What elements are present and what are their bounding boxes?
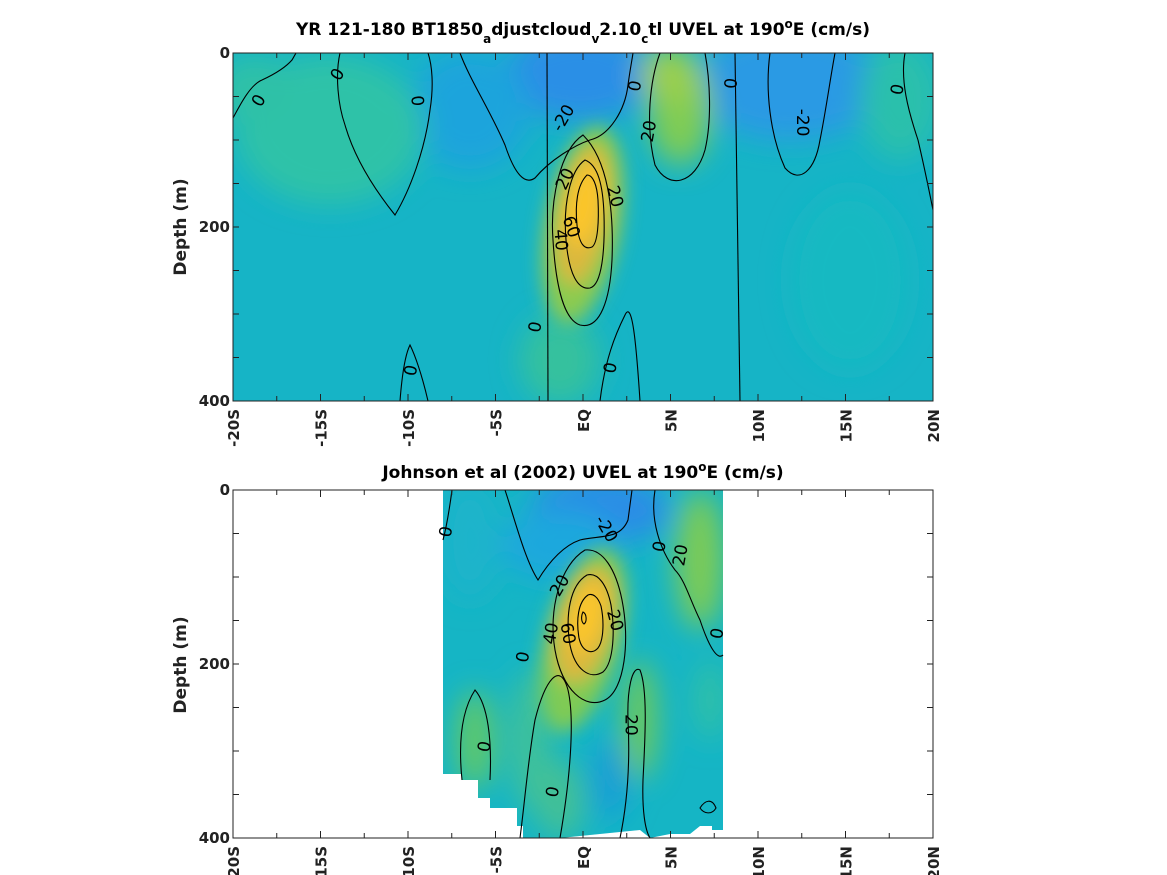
bottom-x-tick-label: EQ — [575, 846, 593, 869]
top-x-tick-label: 15N — [838, 409, 856, 442]
top-panel: YR 121-180 BT1850adjustcloudv2.10ctl UVE… — [171, 17, 943, 447]
top-contour-label: -20 — [792, 109, 812, 137]
top-contour-lines — [233, 53, 933, 401]
bottom-chart-title: Johnson et al (2002) UVEL at 190oE (cm/s… — [381, 460, 783, 483]
top-x-tick-label: -5S — [488, 409, 506, 436]
top-contour-label: 40 — [549, 228, 571, 251]
top-y-tick-label: 400 — [199, 392, 230, 410]
bottom-y-tick-label: 200 — [199, 655, 230, 673]
top-contour-label: 0 — [401, 363, 423, 377]
bottom-heatmap-field — [443, 490, 723, 838]
bottom-contour-lines — [442, 490, 724, 838]
bottom-x-tick-label: 5N — [663, 846, 681, 869]
bottom-x-tick-label: 15N — [838, 846, 856, 875]
bottom-x-tick-label: -5S — [488, 846, 506, 873]
bottom-contour-label: 20 — [669, 543, 692, 568]
bottom-x-tick-label: -10S — [400, 846, 418, 875]
top-x-tick-label: 10N — [750, 409, 768, 442]
top-contour-label: 0 — [625, 79, 647, 93]
top-y-tick-label: 200 — [199, 218, 230, 236]
bottom-contour-label: 20 — [620, 714, 640, 736]
top-contour-label: 0 — [525, 320, 547, 334]
top-contour-label: 0 — [721, 77, 742, 90]
top-contour-label: 0 — [406, 95, 427, 108]
top-heatmap-field — [233, 53, 933, 401]
top-contour-label: 20 — [638, 119, 661, 144]
top-x-tick-label: -15S — [313, 409, 331, 447]
top-x-tick-label: -10S — [400, 409, 418, 447]
bottom-contour-label: 0 — [542, 785, 564, 799]
top-chart-title: YR 121-180 BT1850adjustcloudv2.10ctl UVE… — [295, 17, 870, 46]
top-contour-label: 0 — [887, 82, 909, 96]
bottom-contour-label: 40 — [540, 621, 563, 646]
top-x-tick-label: -20S — [225, 409, 243, 447]
bottom-y-tick-label: 400 — [199, 829, 230, 847]
bottom-y-axis-label: Depth (m) — [171, 616, 191, 713]
bottom-x-tick-label: -15S — [313, 846, 331, 875]
bottom-x-tick-label: 20N — [925, 846, 943, 875]
top-contour-label: 0 — [600, 361, 622, 375]
bottom-x-tick-label: -20S — [225, 846, 243, 875]
top-x-tick-label: 5N — [663, 409, 681, 432]
top-x-tick-label: EQ — [575, 409, 593, 432]
bottom-contour-label: 0 — [474, 740, 496, 754]
top-y-axis-label: Depth (m) — [171, 178, 191, 275]
bottom-contour-label: 0 — [707, 626, 729, 640]
bottom-panel: Johnson et al (2002) UVEL at 190oE (cm/s… — [171, 460, 943, 875]
bottom-x-tick-label: 10N — [750, 846, 768, 875]
bottom-contour-label: 60 — [556, 621, 579, 646]
top-x-tick-label: 20N — [925, 409, 943, 442]
bottom-contour-label: 0 — [649, 539, 671, 553]
bottom-y-tick-label: 0 — [220, 481, 230, 499]
top-y-tick-label: 0 — [220, 44, 230, 62]
bottom-contour-label: 0 — [513, 650, 535, 664]
bottom-contour-label: 0 — [436, 525, 458, 539]
